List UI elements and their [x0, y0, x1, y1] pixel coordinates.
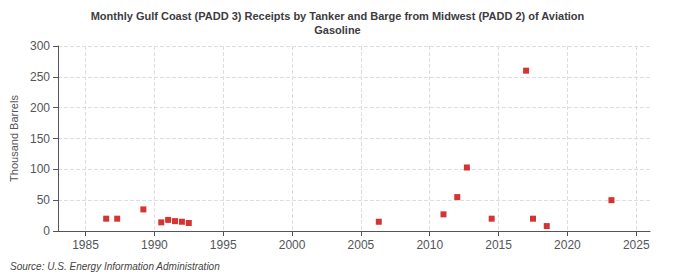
svg-text:Source: U.S. Energy Informatio: Source: U.S. Energy Information Administ… [10, 261, 220, 272]
svg-text:Monthly Gulf Coast (PADD 3) Re: Monthly Gulf Coast (PADD 3) Receipts by … [91, 10, 585, 22]
svg-text:0: 0 [43, 224, 50, 238]
svg-text:Thousand Barrels: Thousand Barrels [8, 95, 20, 182]
svg-text:2025: 2025 [623, 238, 650, 252]
svg-text:2020: 2020 [554, 238, 581, 252]
svg-text:2015: 2015 [485, 238, 512, 252]
svg-text:1985: 1985 [72, 238, 99, 252]
svg-text:Gasoline: Gasoline [314, 24, 360, 36]
svg-text:2010: 2010 [416, 238, 443, 252]
svg-text:2000: 2000 [279, 238, 306, 252]
svg-text:1990: 1990 [141, 238, 168, 252]
svg-text:2005: 2005 [348, 238, 375, 252]
svg-text:100: 100 [30, 162, 50, 176]
svg-text:200: 200 [30, 101, 50, 115]
svg-text:150: 150 [30, 132, 50, 146]
svg-text:300: 300 [30, 39, 50, 53]
svg-text:250: 250 [30, 70, 50, 84]
svg-text:1995: 1995 [210, 238, 237, 252]
svg-text:50: 50 [37, 193, 51, 207]
